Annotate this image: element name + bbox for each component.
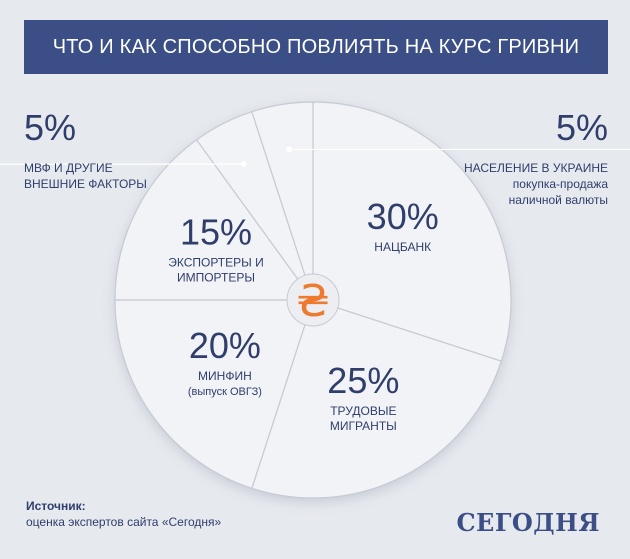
pie-slice	[251, 299, 503, 499]
slice-name-label: ТРУДОВЫЕ	[330, 404, 396, 418]
slice-value-label: 15%	[180, 212, 252, 253]
brand-logo: СЕГОДНЯ	[456, 508, 600, 537]
slice-name-label: ИМПОРТЕРЫ	[177, 271, 255, 285]
pie-slice	[114, 138, 315, 301]
left-callout: 5% МВФ И ДРУГИЕ ВНЕШНИЕ ФАКТОРЫ	[24, 110, 147, 192]
pie-slice	[114, 299, 314, 490]
left-callout-line1: МВФ И ДРУГИЕ	[24, 161, 113, 175]
right-callout: 5% НАСЕЛЕНИЕ В УКРАИНЕ покупка-продажа н…	[464, 110, 608, 208]
callout-dot	[286, 146, 293, 153]
source-note: Источник: оценка экспертов сайта «Сегодн…	[26, 498, 221, 530]
hryvnia-icon: ₴	[296, 276, 330, 327]
header-title: ЧТО И КАК СПОСОБНО ПОВЛИЯТЬ НА КУРС ГРИВ…	[24, 20, 608, 74]
slice-name-label: ЭКСПОРТЕРЫ И	[168, 256, 264, 270]
slice-value-label: 20%	[189, 325, 261, 366]
right-callout-pct: 5%	[555, 107, 608, 148]
pie-slice	[312, 101, 512, 362]
slice-name-label: НАЦБАНК	[374, 240, 431, 254]
slice-name-label: МИНФИН	[198, 369, 252, 383]
left-callout-line2: ВНЕШНИЕ ФАКТОРЫ	[24, 177, 147, 191]
center-hub	[286, 273, 340, 327]
pie-slice	[251, 101, 314, 301]
slice-name-label: (выпуск ОВГЗ)	[188, 386, 262, 398]
callout-dot	[240, 161, 247, 168]
left-callout-pct: 5%	[24, 107, 77, 148]
slice-value-label: 30%	[367, 196, 439, 237]
right-callout-line2: покупка-продажа	[512, 177, 608, 191]
right-callout-line1: НАСЕЛЕНИЕ В УКРАИНЕ	[463, 161, 608, 175]
slice-value-label: 25%	[327, 360, 399, 401]
source-text: оценка экспертов сайта «Сегодня»	[26, 515, 222, 529]
header-title-text: ЧТО И КАК СПОСОБНО ПОВЛИЯТЬ НА КУРС ГРИВ…	[52, 35, 580, 58]
source-label: Источник:	[26, 499, 86, 513]
right-callout-line3: наличной валюты	[508, 193, 608, 207]
slice-name-label: МИГРАНТЫ	[330, 419, 397, 433]
